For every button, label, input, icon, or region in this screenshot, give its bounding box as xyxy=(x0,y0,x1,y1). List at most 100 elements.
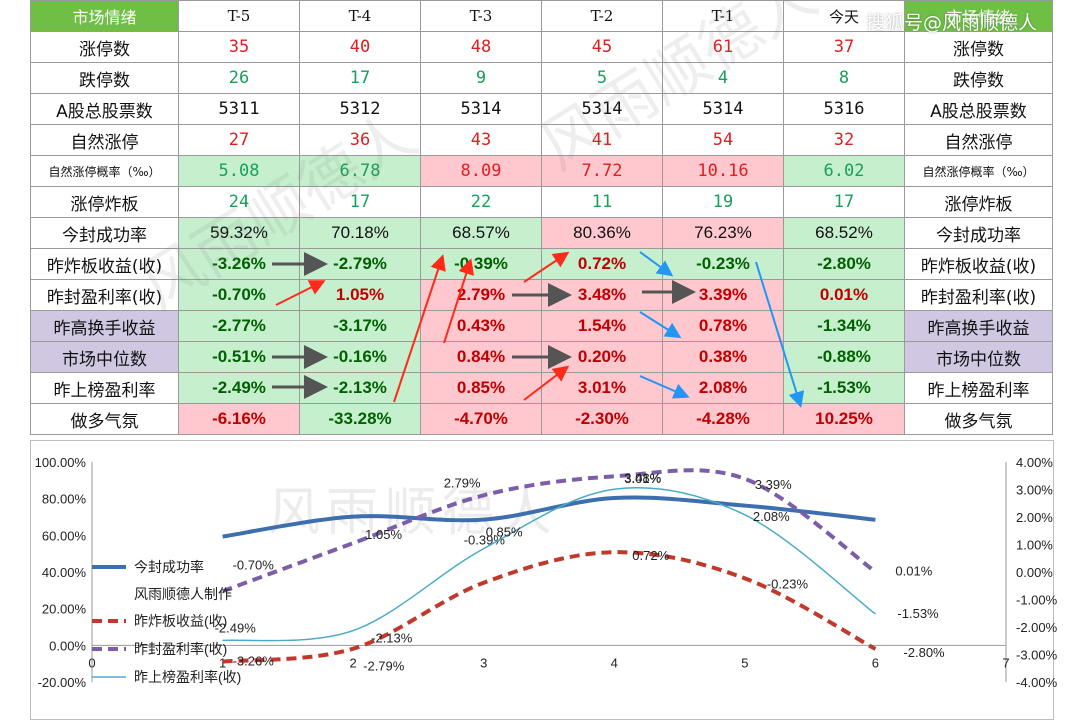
value-cell: 5 xyxy=(541,62,663,94)
trend-arrows xyxy=(272,251,805,408)
value-cell: 0.78% xyxy=(662,310,784,342)
row-label: 昨上榜盈利率 xyxy=(30,372,179,404)
trend-arrow xyxy=(393,254,446,403)
chart-watermark: 风雨顺德人 xyxy=(268,483,559,543)
legend-label: 昨上榜盈利率(收) xyxy=(134,669,241,685)
y-right-tick-label: -4.00% xyxy=(1016,675,1058,690)
header-day: 今天 xyxy=(783,0,905,32)
header-day: T-5 xyxy=(178,0,300,32)
x-tick-label: 0 xyxy=(88,655,95,670)
source-watermark: 搜狐号@风雨顺德人 xyxy=(866,12,1038,34)
trend-arrow xyxy=(275,280,326,306)
row-label-right: 自然涨停概率（‰） xyxy=(904,155,1053,187)
row-label: A股总股票数 xyxy=(30,93,179,125)
value-cell: 0.01% xyxy=(783,279,905,311)
value-cell: 1.54% xyxy=(541,310,663,342)
header-day: T-4 xyxy=(299,0,421,32)
data-label: -2.79% xyxy=(363,659,405,674)
row-label: 涨停数 xyxy=(30,31,179,63)
y-left-tick-label: 40.00% xyxy=(42,565,87,580)
trend-arrow xyxy=(639,311,682,339)
row-label: 自然涨停概率（‰） xyxy=(30,155,179,187)
row-label-right: 自然涨停 xyxy=(904,124,1053,156)
row-label-right: 昨炸板收益(收) xyxy=(904,248,1053,280)
data-label: -2.13% xyxy=(371,631,413,646)
row-label-right: 市场中位数 xyxy=(904,341,1053,373)
row-label: 昨封盈利率(收) xyxy=(30,279,179,311)
value-cell: 61 xyxy=(662,31,784,63)
row-label: 做多气氛 xyxy=(30,403,179,435)
value-cell: -0.23% xyxy=(662,248,784,280)
legend-label: 今封成功率 xyxy=(134,559,204,575)
row-label: 市场中位数 xyxy=(30,341,179,373)
y-right-tick-label: 2.00% xyxy=(1016,510,1053,525)
y-right-tick-label: 1.00% xyxy=(1016,538,1053,553)
row-label: 自然涨停 xyxy=(30,124,179,156)
value-cell: 10.25% xyxy=(783,403,905,435)
y-left-tick-label: 20.00% xyxy=(42,602,87,617)
y-right-tick-label: 0.00% xyxy=(1016,565,1053,580)
value-cell: 10.16 xyxy=(662,155,784,187)
y-right-tick-label: -3.00% xyxy=(1016,648,1058,663)
legend-note: 风雨顺德人制作 xyxy=(134,586,232,602)
data-label: -3.26% xyxy=(233,654,275,669)
data-label: 2.79% xyxy=(444,475,481,490)
y-left-tick-label: 100.00% xyxy=(35,455,87,470)
value-cell: -4.70% xyxy=(420,403,542,435)
data-label: 0.72% xyxy=(632,548,669,563)
trend-arrow xyxy=(523,251,570,283)
y-right-tick-label: 3.00% xyxy=(1016,483,1053,498)
data-label: 0.85% xyxy=(486,525,523,540)
value-cell: 68.52% xyxy=(783,217,905,249)
header-market-sentiment-right: 市场情绪 xyxy=(904,0,1053,32)
data-label: 1.05% xyxy=(365,527,402,542)
row-label: 今封成功率 xyxy=(30,217,179,249)
value-cell: 0.85% xyxy=(420,372,542,404)
row-label-right: 昨上榜盈利率 xyxy=(904,372,1053,404)
value-cell: -33.28% xyxy=(299,403,421,435)
row-label-right: 涨停数 xyxy=(904,31,1053,63)
data-label: -1.53% xyxy=(897,606,939,621)
value-cell: -2.80% xyxy=(783,248,905,280)
y-left-tick-label: 60.00% xyxy=(42,528,87,543)
value-cell: -2.30% xyxy=(541,403,663,435)
value-cell: 5316 xyxy=(783,93,905,125)
data-label: 2.08% xyxy=(753,509,790,524)
x-tick-label: 2 xyxy=(350,655,357,670)
x-tick-label: 5 xyxy=(741,655,748,670)
y-right-tick-label: -1.00% xyxy=(1016,593,1058,608)
data-label: -2.49% xyxy=(215,620,257,635)
row-label-right: 昨高换手收益 xyxy=(904,310,1053,342)
y-right-tick-label: -2.00% xyxy=(1016,620,1058,635)
value-cell: -1.34% xyxy=(783,310,905,342)
x-tick-label: 4 xyxy=(611,655,618,670)
trend-arrow xyxy=(639,375,690,399)
series-line xyxy=(222,486,876,642)
header-day: T-1 xyxy=(662,0,784,32)
trend-arrow xyxy=(639,251,674,277)
chart-frame xyxy=(30,440,1054,720)
x-tick-label: 1 xyxy=(219,655,226,670)
x-tick-label: 6 xyxy=(872,655,879,670)
value-cell: 6.02 xyxy=(783,155,905,187)
row-label-right: 跌停数 xyxy=(904,62,1053,94)
value-cell: 45 xyxy=(541,31,663,63)
header-day: T-2 xyxy=(541,0,663,32)
value-cell: -0.88% xyxy=(783,341,905,373)
y-right-tick-label: 4.00% xyxy=(1016,455,1053,470)
data-label: 3.48% xyxy=(624,470,661,485)
value-cell: -3.17% xyxy=(299,310,421,342)
value-cell: 37 xyxy=(783,31,905,63)
row-label-right: 涨停炸板 xyxy=(904,186,1053,218)
value-cell: 0.43% xyxy=(420,310,542,342)
value-cell: 43 xyxy=(420,124,542,156)
trend-arrow xyxy=(755,261,805,408)
y-left-tick-label: -20.00% xyxy=(38,675,87,690)
series-line xyxy=(221,468,877,594)
value-cell: 59.32% xyxy=(178,217,300,249)
value-cell: 41 xyxy=(541,124,663,156)
x-tick-label: 7 xyxy=(1002,655,1009,670)
y-left-tick-label: 0.00% xyxy=(49,638,86,653)
data-label: 3.01% xyxy=(624,471,661,486)
legend-label: 昨封盈利率(收) xyxy=(134,641,227,657)
